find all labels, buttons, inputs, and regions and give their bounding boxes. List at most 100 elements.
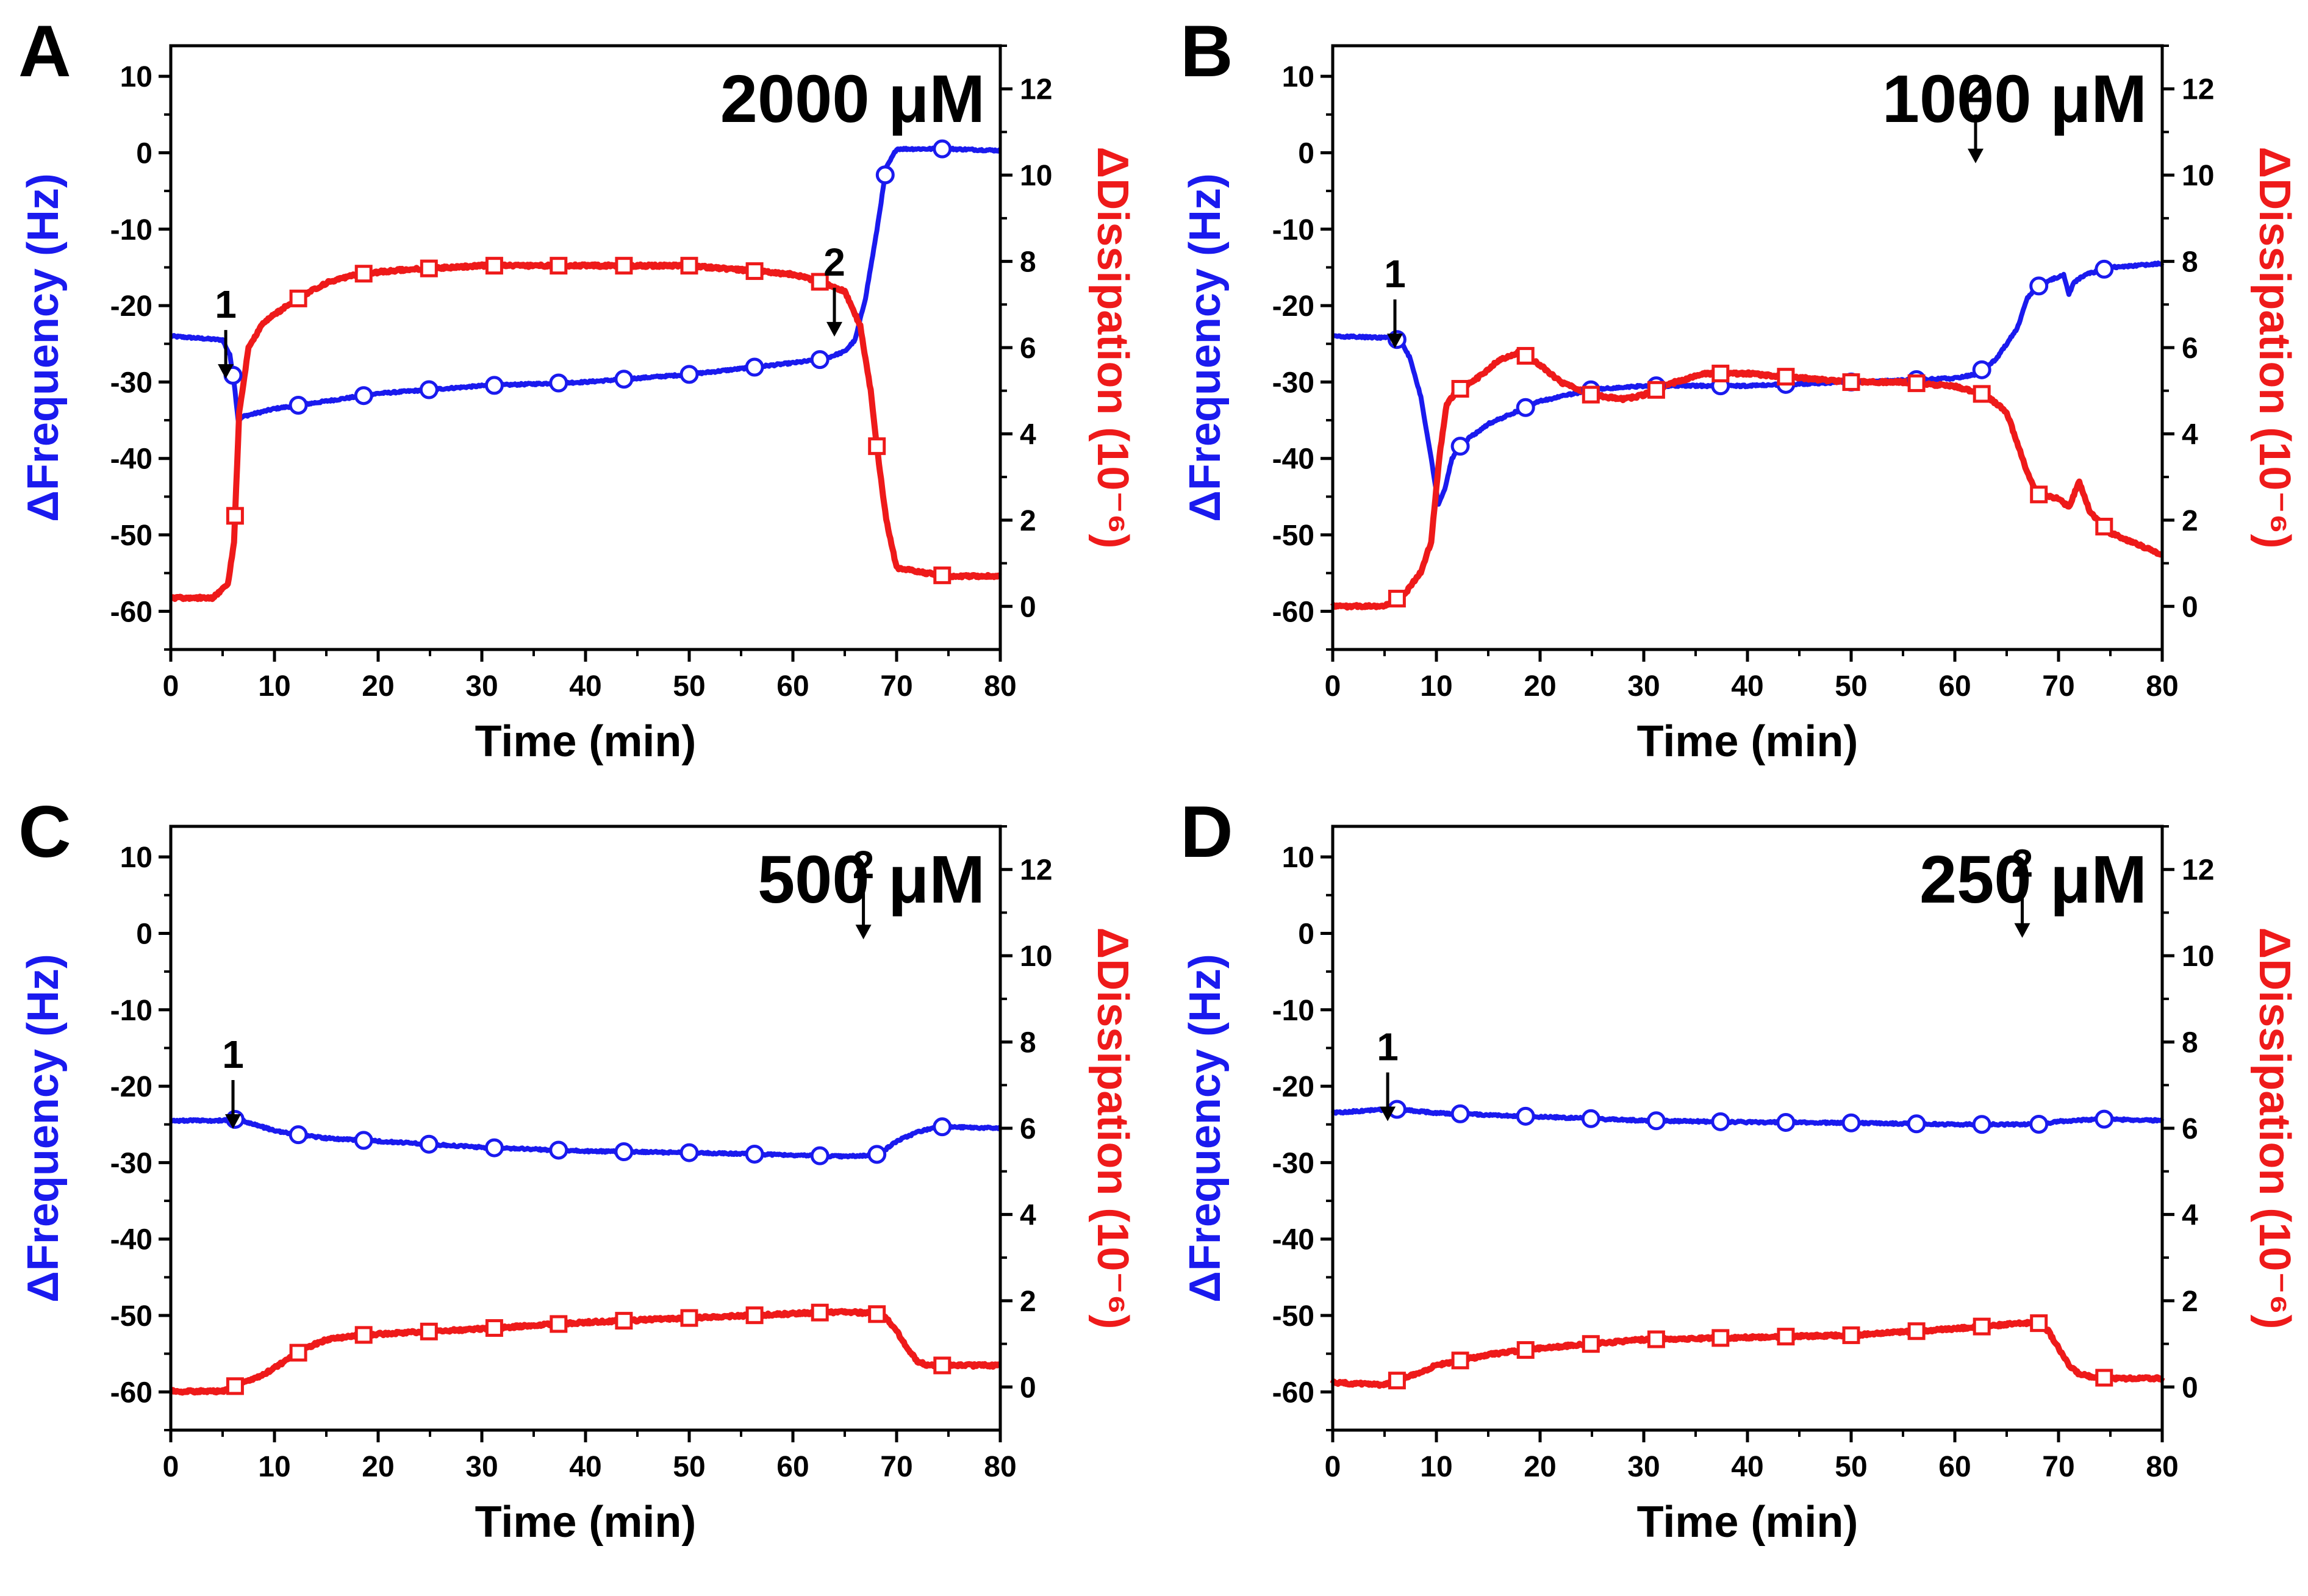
x-tick-label: 40 <box>569 670 601 703</box>
x-tick-label: 20 <box>362 1451 394 1483</box>
dissipation-marker <box>420 1322 438 1340</box>
x-tick-label: 10 <box>1420 670 1452 703</box>
y-right-tick-label: 6 <box>2182 1113 2198 1145</box>
y-left-tick-label: -60 <box>110 1376 152 1409</box>
x-tick-label: 20 <box>1524 1451 1556 1483</box>
y-left-tick-label: 10 <box>1282 842 1314 874</box>
y-right-tick-label: 8 <box>1020 246 1036 279</box>
y-right-tick-label: 0 <box>1020 591 1036 623</box>
y-left-tick-label: -10 <box>110 214 152 246</box>
x-tick-label: 50 <box>673 670 705 703</box>
panel-letter: C <box>18 791 71 873</box>
x-tick-label: 80 <box>984 670 1016 703</box>
y-right-tick-label: 2 <box>1020 1286 1036 1318</box>
frequency-marker <box>1450 1104 1470 1123</box>
event-number: 1 <box>1377 1025 1399 1068</box>
dissipation-marker <box>1907 1322 1926 1340</box>
dissipation-marker <box>2030 1314 2048 1333</box>
frequency-marker <box>875 165 895 185</box>
dissipation-marker <box>1582 385 1600 404</box>
x-tick-label: 0 <box>1325 1451 1341 1483</box>
series-line-dissipation-a <box>168 261 1003 603</box>
y-right-axis-title: ΔDissipation (10⁻⁶) <box>1088 927 1137 1329</box>
dissipation-marker <box>1973 1317 1991 1336</box>
y-left-tick-label: -30 <box>110 1147 152 1179</box>
y-left-tick-label: -10 <box>110 995 152 1027</box>
y-left-tick-label: -20 <box>1272 1071 1314 1103</box>
frequency-marker <box>484 376 504 395</box>
series-line-frequency-b <box>1331 260 2165 507</box>
x-tick-label: 70 <box>880 1451 912 1483</box>
y-right-tick-label: 12 <box>2182 854 2214 887</box>
event-arrow-head <box>225 1114 241 1129</box>
x-tick-label: 0 <box>163 670 179 703</box>
x-tick-label: 80 <box>2146 1451 2178 1483</box>
dissipation-marker <box>550 257 568 275</box>
x-tick-label: 60 <box>776 1451 809 1483</box>
x-tick-label: 50 <box>1835 670 1867 703</box>
dissipation-marker <box>868 437 886 456</box>
event-number: 2 <box>853 843 875 887</box>
frequency-marker <box>288 1125 308 1145</box>
dissipation-marker <box>2095 1369 2113 1387</box>
series-line-dissipation-b <box>1330 348 2165 611</box>
frequency-marker <box>1907 1114 1926 1134</box>
dissipation-marker <box>811 273 829 291</box>
y-right-tick-label: 6 <box>1020 332 1036 365</box>
y-left-tick-label: -40 <box>1272 443 1314 476</box>
x-tick-label: 50 <box>673 1451 705 1483</box>
x-tick-label: 10 <box>258 1451 290 1483</box>
dissipation-marker <box>745 1306 764 1325</box>
y-left-tick-label: 10 <box>120 842 152 874</box>
x-axis-title: Time (min) <box>1637 717 1858 766</box>
y-left-tick-label: -40 <box>110 1224 152 1256</box>
dissipation-marker <box>615 257 633 275</box>
panel-c: 0 10 20 30 40 50 60 70 80 10 0 -10 -20 -30 -40 -50 -60 0 2… <box>18 791 1137 1547</box>
event-number: 2 <box>2012 842 2034 886</box>
y-right-tick-label: 4 <box>1020 418 1036 451</box>
frequency-marker <box>679 365 699 384</box>
x-tick-label: 30 <box>1627 1451 1660 1483</box>
frequency-marker <box>867 1145 887 1164</box>
frequency-marker <box>1450 437 1470 456</box>
y-left-axis-title: ΔFrequency (Hz) <box>19 954 68 1303</box>
x-tick-label: 50 <box>1835 1451 1867 1483</box>
y-right-tick-label: 2 <box>1020 505 1036 537</box>
y-right-tick-label: 2 <box>2182 1286 2198 1318</box>
dissipation-marker <box>1451 380 1469 398</box>
x-tick-label: 70 <box>2042 1451 2074 1483</box>
y-right-tick-label: 0 <box>1020 1372 1036 1404</box>
frequency-marker <box>1841 1113 1861 1133</box>
frequency-marker <box>745 1144 764 1164</box>
y-right-tick-label: 10 <box>2182 940 2214 973</box>
y-left-tick-label: -10 <box>1272 214 1314 246</box>
dissipation-marker <box>933 1356 952 1375</box>
x-tick-label: 80 <box>984 1451 1016 1483</box>
frequency-marker <box>933 139 952 159</box>
dissipation-marker <box>933 566 952 584</box>
frequency-marker <box>679 1143 699 1162</box>
x-tick-label: 60 <box>776 670 809 703</box>
frequency-marker <box>614 1142 634 1162</box>
frequency-marker <box>419 380 439 399</box>
y-left-tick-label: 0 <box>1298 137 1314 170</box>
event-arrow-head <box>1968 148 1984 163</box>
y-right-tick-label: 0 <box>2182 1372 2198 1404</box>
y-right-tick-label: 12 <box>1020 74 1052 106</box>
dissipation-marker <box>289 1344 307 1362</box>
frequency-marker <box>484 1138 504 1158</box>
y-right-tick-label: 8 <box>2182 246 2198 279</box>
x-axis-title: Time (min) <box>475 717 697 766</box>
dissipation-marker <box>1973 385 1991 403</box>
x-tick-label: 60 <box>1938 1451 1971 1483</box>
y-left-tick-label: -10 <box>1272 995 1314 1027</box>
concentration-label: 500 μM <box>758 842 985 917</box>
y-left-axis-title: ΔFrequency (Hz) <box>19 173 68 522</box>
y-left-axis-title: ΔFrequency (Hz) <box>1181 173 1230 522</box>
y-left-tick-label: -60 <box>1272 1376 1314 1409</box>
y-left-tick-label: -40 <box>1272 1224 1314 1256</box>
dissipation-marker <box>1647 381 1665 399</box>
series-line-frequency-c <box>169 1115 1002 1160</box>
frequency-marker <box>1972 360 1991 379</box>
